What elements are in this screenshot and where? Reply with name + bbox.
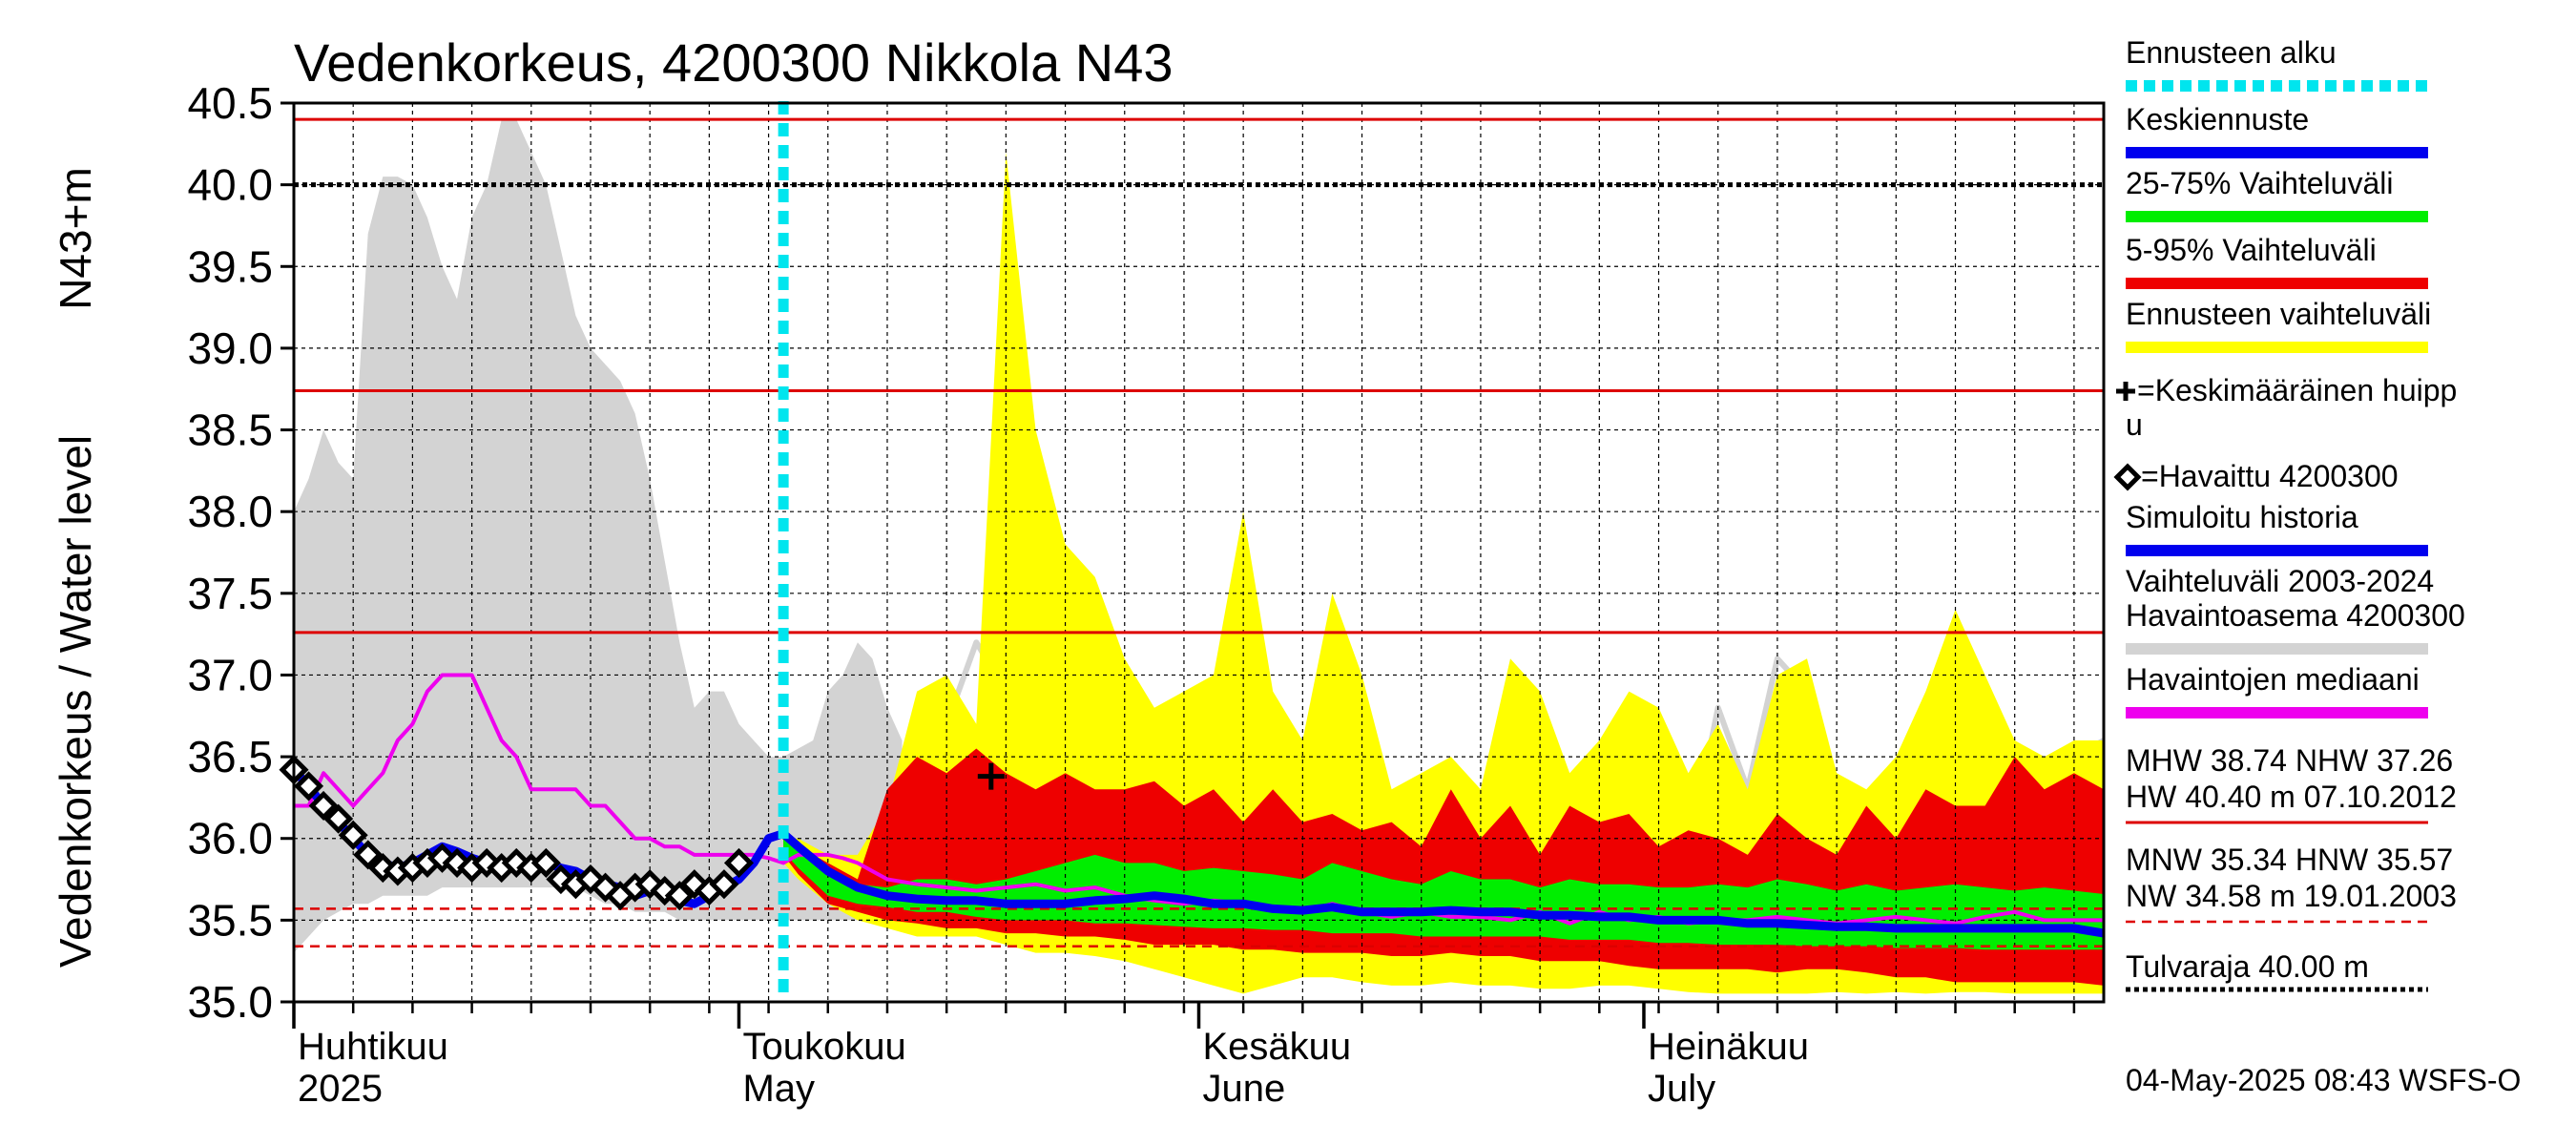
stats-line-4: NW 34.58 m 19.01.2003 [2126,879,2457,913]
history-range-band [294,119,903,953]
stats-line-2: HW 40.40 m 07.10.2012 [2126,780,2457,814]
observed-point [353,840,384,870]
month-label-fi: Kesäkuu [1203,1026,1352,1068]
month-label-en: May [742,1068,815,1110]
legend-label: Vaihteluväli 2003-2024 [2126,564,2434,598]
stats-line-1: MHW 38.74 NHW 37.26 [2126,743,2453,778]
legend-label-cont: u [2126,407,2143,442]
y-tick-label: 40.5 [187,78,273,128]
observed-point [323,803,354,834]
stats-line-3: MNW 35.34 HNW 35.57 [2126,843,2453,877]
month-label-fi: Toukokuu [742,1026,905,1068]
legend-label: Havaintojen mediaani [2126,662,2420,697]
observed-point [530,847,561,878]
stats-line-5: Tulvaraja 40.00 m [2126,949,2369,984]
y-tick-label: 38.5 [187,406,273,455]
statistics-block: MHW 38.74 NHW 37.26 HW 40.40 m 07.10.201… [2126,743,2457,984]
y-tick-label: 35.5 [187,895,273,945]
observed-point [664,881,695,911]
legend: Ennusteen alku Keskiennuste 25-75% Vaihtel… [2113,35,2465,992]
plot-area [279,101,2106,1004]
legend-label: =Havaittu 4200300 [2141,459,2399,493]
timestamp: 04-May-2025 08:43 WSFS-O [2126,1063,2521,1097]
grid [293,102,2104,1003]
observed-point [308,790,339,822]
month-label-en: June [1203,1068,1286,1110]
y-tick-label: 35.0 [187,977,273,1027]
legend-diamond-icon [2113,463,2142,491]
observed-point [338,820,368,850]
month-label-fi: Heinäkuu [1648,1026,1809,1068]
observed-point [723,847,755,878]
month-label-fi: Huhtikuu [298,1026,448,1068]
y-tick-label: 38.0 [187,487,273,536]
y-tick-label: 39.0 [187,323,273,373]
y-axis-unit-label: N43+m [51,167,100,310]
y-axis-label: Vedenkorkeus / Water level [51,435,100,968]
legend-label: 5-95% Vaihteluväli [2126,233,2377,267]
legend-label: Ennusteen vaihteluväli [2126,297,2431,331]
mean-peak-marker [977,762,1005,790]
legend-plus-icon [2116,382,2135,401]
observed-point [294,771,324,802]
legend-label: 25-75% Vaihteluväli [2126,166,2393,200]
y-tick-label: 36.5 [187,732,273,781]
forecast-envelope-band [783,152,2104,994]
legend-label: Keskiennuste [2126,102,2309,136]
y-tick-label: 36.0 [187,814,273,864]
observed-point [709,869,739,900]
month-label-en: 2025 [298,1068,383,1110]
legend-label: Ennusteen alku [2126,35,2337,70]
y-tick-label: 37.0 [187,650,273,699]
legend-label-cont: Havaintoasema 4200300 [2126,598,2465,633]
median-forecast-line [780,830,2105,938]
y-tick-label: 39.5 [187,241,273,291]
y-tick-label: 40.0 [187,160,273,210]
y-axis-ticks: 35.0 35.5 36.0 36.5 37.0 37.5 38.0 38.5 39.0 39.5… [187,78,294,1027]
legend-label: Simuloitu historia [2126,500,2358,534]
month-label-en: July [1648,1068,1715,1110]
y-tick-label: 37.5 [187,569,273,618]
legend-label: =Keskimääräinen huipp [2137,373,2457,407]
chart-title: Vedenkorkeus, 4200300 Nikkola N43 [294,32,1174,93]
